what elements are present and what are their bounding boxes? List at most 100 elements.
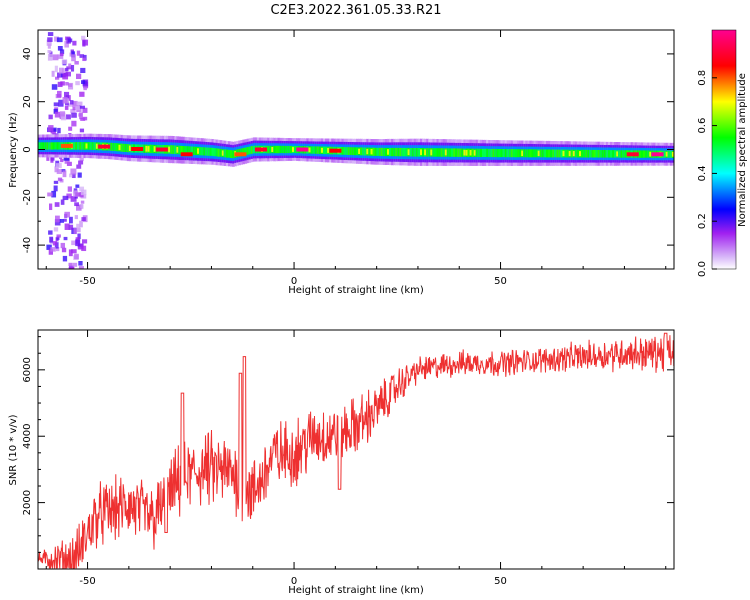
noise-cell [53, 102, 59, 107]
noise-cell [63, 218, 67, 222]
noise-cell [81, 217, 86, 221]
band-cell [424, 149, 428, 156]
noise-cell [64, 211, 70, 218]
band-cell [213, 148, 217, 157]
band-cell [325, 146, 328, 155]
noise-cell [77, 172, 82, 178]
noise-cell [67, 103, 74, 107]
noise-cell [68, 267, 75, 269]
band-cell [203, 147, 206, 156]
noise-cell [56, 247, 60, 252]
band-cell [116, 143, 120, 152]
hotspot [98, 144, 111, 149]
noise-cell [54, 65, 58, 73]
noise-cell [48, 248, 53, 255]
noise-cell [62, 255, 68, 262]
band-cell [199, 147, 202, 156]
noise-cell [79, 91, 85, 97]
noise-cell [63, 236, 68, 241]
band-cell [273, 145, 277, 154]
noise-cell [75, 106, 81, 110]
noise-cell [56, 236, 60, 240]
noise-cell [69, 216, 73, 224]
noise-cell [79, 54, 85, 58]
hotspot [626, 152, 639, 157]
band-cell [114, 143, 118, 152]
band-cell [48, 142, 51, 150]
noise-cell [76, 164, 82, 169]
noise-cell [55, 163, 62, 169]
noise-cell [52, 241, 58, 246]
band-cell [128, 145, 132, 151]
snr-xlabel: Height of straight line (km) [288, 585, 424, 596]
noise-cell [58, 99, 64, 107]
noise-cell [69, 52, 73, 57]
noise-cell [65, 114, 71, 120]
noise-cell [76, 204, 82, 211]
band-cell [320, 147, 324, 153]
band-cell [382, 147, 386, 157]
noise-cell [46, 155, 50, 161]
band-cell [395, 147, 398, 157]
band-cell [376, 147, 380, 156]
band-cell [663, 150, 667, 158]
band-cell [252, 145, 256, 154]
band-cell [56, 142, 60, 150]
band-cell [211, 147, 215, 156]
band-cell [174, 145, 177, 155]
band-cell [409, 148, 413, 157]
noise-cell [52, 54, 59, 61]
band-cell [554, 149, 557, 158]
band-cell [624, 150, 628, 158]
noise-cell [57, 177, 63, 181]
noise-cell [80, 67, 86, 74]
band-cell [93, 142, 97, 150]
noise-cell [61, 59, 68, 65]
noise-cell [81, 80, 85, 84]
x-tick-label: -50 [79, 576, 95, 587]
band-cell [351, 147, 355, 156]
noise-cell [60, 199, 65, 205]
band-cell [515, 149, 518, 158]
band-cell [176, 147, 180, 153]
band-cell [277, 145, 281, 154]
y-tick-label: 6000 [22, 357, 33, 382]
noise-cell [64, 223, 70, 230]
noise-cell [53, 227, 59, 232]
band-cell [360, 147, 363, 156]
hotspot [131, 147, 144, 151]
band-cell [512, 149, 516, 158]
band-cell [403, 147, 407, 157]
noise-cell [68, 262, 73, 267]
noise-cell [47, 53, 53, 61]
band-cell [178, 145, 182, 155]
noise-cell [68, 38, 73, 43]
band-cell [610, 150, 613, 158]
band-cell [180, 145, 184, 155]
band-cell [467, 148, 471, 157]
band-cell [370, 149, 374, 155]
y-tick-label: 40 [22, 48, 33, 61]
noise-cell [70, 168, 77, 175]
hotspot [255, 147, 267, 152]
noise-cell [78, 261, 83, 266]
band-cell [186, 146, 190, 155]
band-cell [576, 149, 580, 158]
band-cell [581, 149, 584, 158]
figure-title: C2E3.2022.361.05.33.R21 [270, 3, 441, 18]
band-cell [52, 142, 56, 150]
band-cell [279, 145, 283, 154]
noise-cell [75, 239, 81, 247]
noise-cell [82, 40, 86, 47]
band-cell [603, 150, 607, 158]
band-cell [393, 147, 396, 157]
noise-cell [69, 173, 73, 178]
band-cell [649, 151, 653, 157]
noise-cell [80, 189, 87, 196]
noise-cell [47, 44, 51, 49]
band-cell [552, 149, 555, 158]
band-cell [612, 150, 615, 158]
noise-cell [54, 36, 59, 42]
colorbar-tick-label: 0.0 [697, 261, 708, 277]
noise-cell [47, 192, 53, 197]
